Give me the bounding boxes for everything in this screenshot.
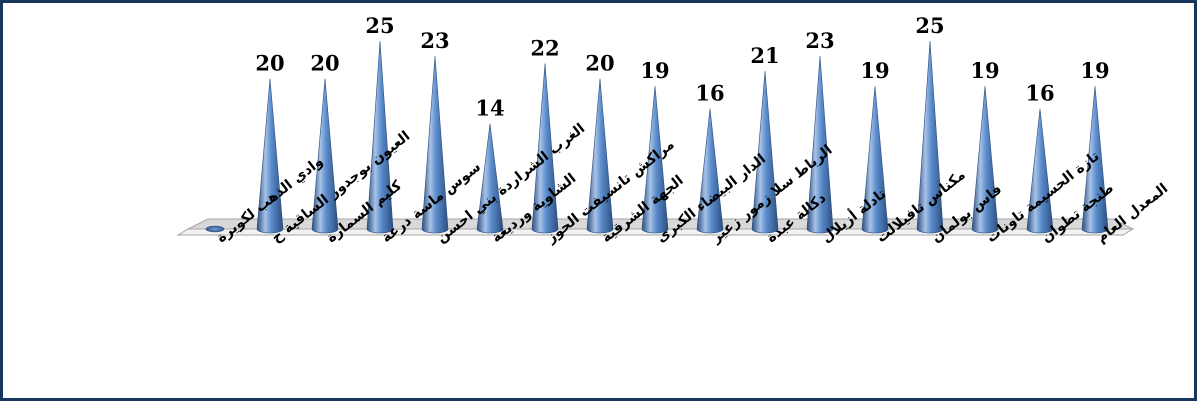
- cone-bar: [421, 56, 449, 234]
- data-label: 19: [640, 58, 669, 83]
- cone-bar: [366, 40, 394, 234]
- cone-body: [696, 108, 724, 234]
- data-label: 19: [1080, 58, 1109, 83]
- cone-body: [586, 78, 614, 234]
- data-label: 21: [750, 43, 779, 68]
- data-label: 19: [860, 58, 889, 83]
- cone-body: [751, 71, 779, 234]
- cone-body: [861, 86, 889, 234]
- cone-bar: [531, 63, 559, 234]
- cone-bar: [916, 40, 944, 234]
- cone-body: [1081, 86, 1109, 234]
- cone-body: [1026, 108, 1054, 234]
- cone-body: [971, 86, 999, 234]
- cone-body: [806, 56, 834, 234]
- cone-bar: [861, 86, 889, 234]
- cone-bar: [256, 78, 284, 234]
- cone-bar: [311, 78, 339, 234]
- cone-bar: [1081, 86, 1109, 234]
- cone-bar: [476, 123, 504, 234]
- cone-body: [476, 123, 504, 234]
- data-label: 25: [915, 13, 944, 38]
- data-label: 20: [310, 51, 339, 76]
- cone-body: [366, 40, 394, 234]
- data-label: 23: [805, 28, 834, 53]
- cone-body: [641, 86, 669, 234]
- data-label: 16: [695, 81, 724, 106]
- data-label: 20: [255, 51, 284, 76]
- cone-bar: [586, 78, 614, 234]
- data-label: 14: [475, 96, 504, 121]
- cone-bar: [971, 86, 999, 234]
- cone-body: [311, 78, 339, 234]
- data-label: 19: [970, 58, 999, 83]
- cone-body: [256, 78, 284, 234]
- data-label: 16: [1025, 81, 1054, 106]
- cone-bar: [205, 225, 225, 233]
- cone-bar: [751, 71, 779, 234]
- cone-body: [916, 40, 944, 234]
- cone-bar: [806, 56, 834, 234]
- cone-body: [421, 56, 449, 234]
- cone-base-zero: [205, 225, 225, 233]
- data-label: 25: [365, 13, 394, 38]
- cone-bar: [696, 108, 724, 234]
- cone-body: [531, 63, 559, 234]
- cone-bar: [1026, 108, 1054, 234]
- data-label: 20: [585, 51, 614, 76]
- data-label: 22: [530, 36, 559, 61]
- cone-bar: [641, 86, 669, 234]
- data-label: 23: [420, 28, 449, 53]
